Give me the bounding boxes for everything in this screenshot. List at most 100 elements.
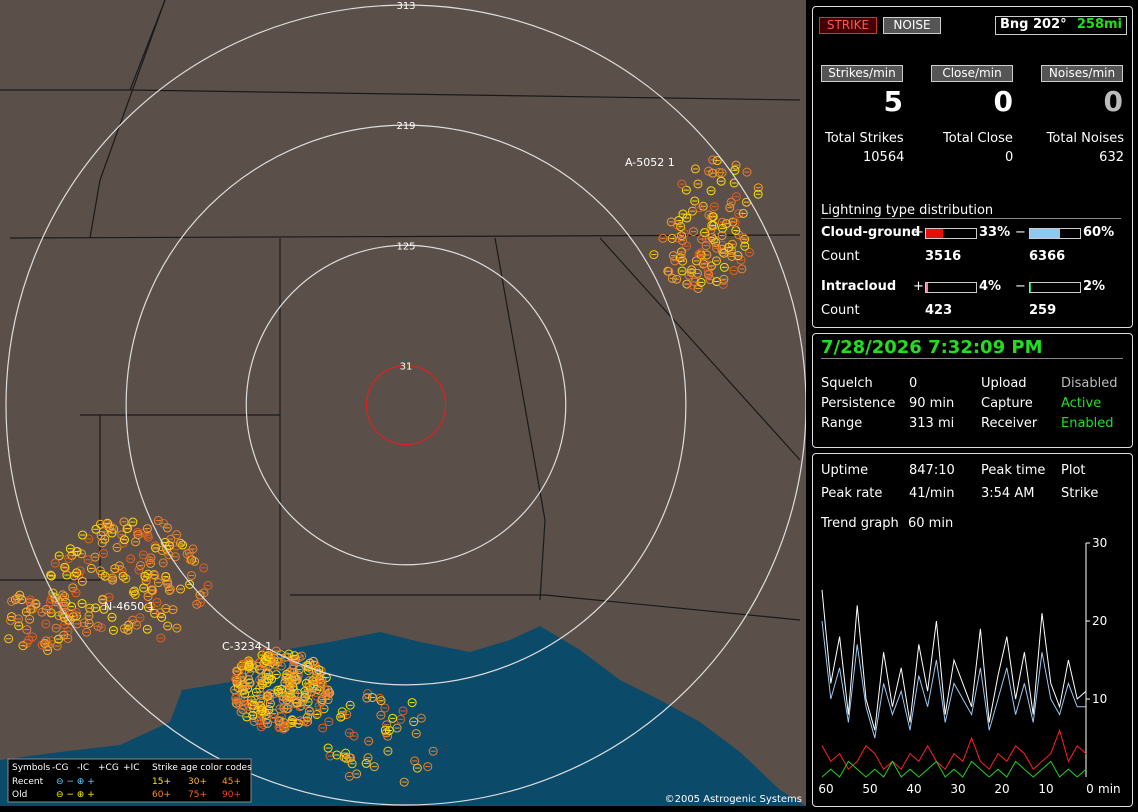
count-value: 3516: [925, 249, 962, 264]
strike-symbol: [667, 233, 677, 243]
strike-symbol: [79, 618, 89, 628]
strike-symbol: [99, 604, 109, 614]
trend-line: [821, 728, 1087, 770]
strike-symbol: [684, 270, 694, 280]
strike-symbol: [730, 165, 740, 175]
strike-symbol: [25, 614, 35, 624]
strike-symbol: [24, 635, 34, 645]
strike-symbol: [349, 731, 359, 741]
noise-button[interactable]: NOISE: [883, 17, 941, 34]
strike-symbol: [124, 620, 134, 630]
strike-symbol: [143, 603, 153, 613]
datetime: 7/28/2026 7:32:09 PM: [821, 337, 1123, 359]
strike-symbol: [690, 196, 700, 206]
strike-symbol: [110, 564, 120, 574]
strike-symbol: [50, 558, 60, 568]
strike-symbol: [364, 736, 374, 746]
strike-symbol: [83, 555, 93, 565]
strike-symbol: [259, 720, 269, 730]
strike-symbol: [153, 516, 163, 526]
strike-symbol: [17, 595, 27, 605]
strike-symbol: [185, 579, 195, 589]
strike-symbol: [15, 590, 25, 600]
strike-symbol: [234, 698, 244, 708]
total-label: Total Strikes: [825, 131, 904, 146]
trend-panel: Uptime 847:10 Peak time Plot Peak rate 41/min…: [812, 453, 1133, 807]
strike-symbol: [172, 623, 182, 633]
strike-symbol: [347, 759, 357, 769]
strike-symbol: [118, 571, 128, 581]
strike-symbol: [344, 753, 354, 763]
pct-label: 60%: [1083, 225, 1115, 240]
distance: 258mi: [1076, 17, 1122, 32]
strike-symbol: [22, 625, 32, 635]
strike-symbol: [409, 717, 419, 727]
strike-symbol: [261, 669, 271, 679]
strike-symbol: [407, 698, 417, 708]
strike-symbol: [753, 189, 763, 199]
legend-text: 45+: [222, 777, 241, 787]
strike-symbol: [109, 524, 119, 534]
strike-symbol: [41, 619, 51, 629]
strike-symbol: [305, 706, 315, 716]
total-label: Total Close: [943, 131, 1013, 146]
strike-symbol: [141, 576, 151, 586]
strike-symbol: [242, 712, 252, 722]
strike-symbol: [269, 714, 279, 724]
strike-symbol: [716, 176, 726, 186]
pct-track: [1029, 282, 1081, 293]
status-cell: Receiver: [981, 416, 1038, 431]
strike-symbol: [323, 743, 333, 753]
strike-symbol: [264, 705, 274, 715]
strike-symbol: [679, 229, 689, 239]
strike-symbol: [670, 256, 680, 266]
strike-symbol: [744, 247, 754, 257]
y-tick-label: 30: [1092, 536, 1107, 550]
strike-symbol: [238, 659, 248, 669]
strike-symbol: [54, 551, 64, 561]
strike-symbol: [238, 684, 248, 694]
range-ring: [245, 244, 567, 566]
stats-cell: Strike: [1061, 486, 1099, 501]
strike-symbol: [199, 563, 209, 573]
strike-symbol: [298, 696, 308, 706]
status-cell: 90 min: [909, 396, 955, 411]
strike-symbol: [155, 608, 165, 618]
strike-symbol: [44, 605, 54, 615]
strike-symbol: [682, 241, 692, 251]
strike-symbol: [367, 692, 377, 702]
strike-symbol: [301, 678, 311, 688]
stats-cell: 847:10: [909, 463, 955, 478]
range-ring: [365, 364, 447, 446]
strike-symbol: [726, 197, 736, 207]
strike-symbol: [134, 565, 144, 575]
strike-symbol: [682, 279, 692, 289]
strike-symbol: [150, 570, 160, 580]
strike-symbol: [676, 250, 686, 260]
strike-symbol: [119, 535, 129, 545]
strike-symbol: [344, 771, 354, 781]
legend-text: 60+: [152, 790, 171, 800]
strike-symbol: [128, 587, 138, 597]
strike-symbol: [742, 167, 752, 177]
strike-symbol: [48, 588, 58, 598]
status-cell: Upload: [981, 376, 1027, 391]
dist-name: Cloud-ground: [821, 225, 921, 240]
legend-text: 30+: [188, 777, 207, 787]
ring-label: 125: [396, 241, 415, 252]
strike-symbol: [739, 234, 749, 244]
map: 31 125 219 313 A-5052 1 N-4650 1 C-3234 1 S…: [0, 0, 806, 806]
strike-symbol: [43, 641, 53, 651]
trend-line: [821, 620, 1086, 739]
x-tick-label: 0: [1086, 782, 1094, 796]
strike-symbol: [714, 168, 724, 178]
strike-symbol: [344, 728, 354, 738]
strike-symbol: [25, 595, 35, 605]
strike-button[interactable]: STRIKE: [819, 17, 877, 34]
status-cell: Active: [1061, 396, 1102, 411]
strike-symbol: [263, 691, 273, 701]
strike-symbol: [256, 701, 266, 711]
strike-symbol: [157, 545, 167, 555]
strike-symbol: [336, 712, 346, 722]
strike-symbol: [285, 690, 295, 700]
